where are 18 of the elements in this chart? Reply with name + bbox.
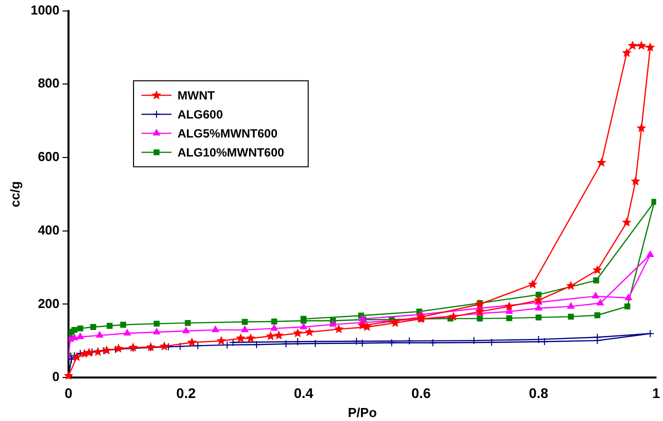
y-tick-label: 400	[38, 222, 60, 238]
legend-label: ALG5%MWNT600	[178, 126, 278, 141]
legend-label: MWNT	[178, 88, 216, 103]
x-axis-title: P/Po	[348, 404, 377, 420]
y-axis-title: cc/g	[7, 181, 22, 208]
x-tick-label: 0.8	[528, 384, 549, 401]
x-tick-label: 0.2	[176, 384, 196, 401]
x-tick-label: 0	[64, 384, 73, 401]
y-tick-label: 600	[38, 149, 60, 164]
y-tick-label: 1000	[30, 2, 60, 18]
y-tick-label: 800	[38, 76, 60, 91]
legend-label: ALG600	[178, 108, 224, 122]
legend-label: ALG10%MWNT600	[178, 146, 285, 160]
x-tick-label: 0.6	[411, 384, 432, 401]
x-tick-label: 0.4	[294, 384, 314, 401]
y-tick-label: 200	[38, 296, 60, 311]
x-tick-label: 1	[652, 384, 660, 401]
y-tick-label: 0	[52, 369, 60, 384]
